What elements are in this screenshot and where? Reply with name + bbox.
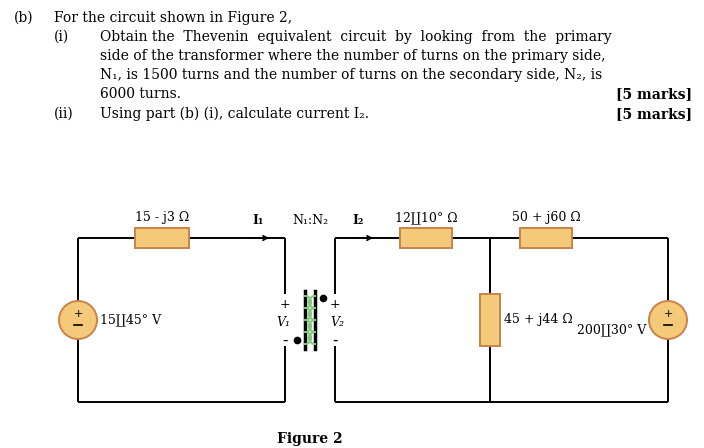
Bar — [480, 294, 500, 346]
Text: +: + — [279, 297, 290, 310]
Text: (b): (b) — [14, 11, 34, 25]
Text: 200∐30° V: 200∐30° V — [577, 323, 646, 336]
Text: 15∐45° V: 15∐45° V — [100, 314, 161, 327]
Text: V₁: V₁ — [276, 315, 290, 328]
Text: +: + — [663, 309, 673, 319]
Bar — [135, 228, 189, 248]
Text: Figure 2: Figure 2 — [277, 432, 343, 446]
Text: N₁, is 1500 turns and the number of turns on the secondary side, N₂, is: N₁, is 1500 turns and the number of turn… — [100, 68, 602, 82]
Text: 6000 turns.: 6000 turns. — [100, 87, 181, 101]
Text: Using part (b) (i), calculate current I₂.: Using part (b) (i), calculate current I₂… — [100, 107, 369, 121]
Text: +: + — [73, 309, 82, 319]
Text: (i): (i) — [54, 30, 69, 44]
Text: N₁:N₂: N₁:N₂ — [292, 214, 328, 227]
Text: 12∐10° Ω: 12∐10° Ω — [395, 211, 458, 224]
Text: 45 + j44 Ω: 45 + j44 Ω — [504, 314, 573, 327]
Text: (ii): (ii) — [54, 107, 74, 121]
Circle shape — [59, 301, 97, 339]
Text: For the circuit shown in Figure 2,: For the circuit shown in Figure 2, — [54, 11, 292, 25]
Text: 50 + j60 Ω: 50 + j60 Ω — [512, 211, 580, 224]
Text: [5 marks]: [5 marks] — [616, 107, 692, 121]
Text: side of the transformer where the number of turns on the primary side,: side of the transformer where the number… — [100, 49, 605, 63]
Bar — [520, 228, 572, 248]
Text: I₂: I₂ — [352, 214, 363, 227]
Text: -: - — [332, 332, 338, 348]
Text: I₁: I₁ — [252, 214, 263, 227]
Text: [5 marks]: [5 marks] — [616, 87, 692, 101]
Text: 15 - j3 Ω: 15 - j3 Ω — [135, 211, 189, 224]
Bar — [400, 228, 452, 248]
Text: Obtain the  Thevenin  equivalent  circuit  by  looking  from  the  primary: Obtain the Thevenin equivalent circuit b… — [100, 30, 612, 44]
Text: +: + — [329, 297, 340, 310]
Text: V₂: V₂ — [330, 315, 344, 328]
Text: -: - — [282, 332, 288, 348]
Circle shape — [649, 301, 687, 339]
